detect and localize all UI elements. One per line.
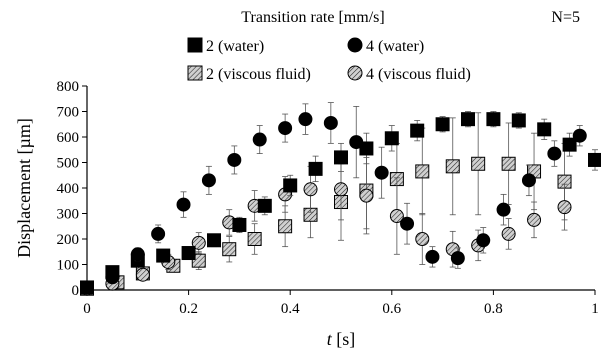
data-point [572,128,587,143]
data-point [527,212,542,227]
x-ticks: 0 0.2 0.4 0.6 0.8 1 [83,290,599,317]
data-point [476,233,491,248]
legend-item: 4 (water) [347,37,424,55]
legend-item: 2 (viscous fluid) [187,65,311,83]
data-point [349,135,364,150]
data-point [222,242,237,257]
data-point [80,280,94,295]
data-point [521,173,536,188]
legend-label: 2 (water) [206,38,264,55]
y-ticks: 0 100 200 300 400 500 600 700 800 [57,79,87,299]
data-point [415,232,430,246]
y-tick-label: 100 [57,258,80,274]
data-point [283,178,298,193]
data-point [461,112,475,127]
y-tick-label: 0 [72,283,80,299]
data-point [486,112,501,127]
sample-size-annotation: N=5 [551,9,580,26]
series-2 [80,112,572,296]
data-point [303,182,318,197]
data-point [501,226,516,241]
y-tick-label: 600 [57,130,80,146]
x-tick-label: 0.4 [281,301,300,317]
x-tick-label: 0.2 [179,301,198,317]
data-point [384,131,399,146]
data-point [425,249,440,264]
y-tick-label: 400 [57,181,80,197]
data-point [588,152,601,167]
legend-label: 2 (viscous fluid) [206,66,311,83]
data-point [227,152,242,167]
legend-item: 2 (water) [187,37,264,55]
data-point [410,123,425,138]
legend-marker [187,65,203,81]
data-point [374,165,389,180]
data-point [232,217,247,232]
data-point [537,122,552,137]
data-point [207,233,221,248]
legend-title: Transition rate [mm/s] [241,9,384,26]
y-tick-label: 200 [57,232,80,248]
data-point [471,156,486,171]
plot-area [80,102,601,296]
data-point [445,159,460,174]
data-point [308,161,323,176]
data-point [557,200,572,215]
x-axis-variable: t [327,329,333,349]
data-point [389,209,404,224]
y-tick-label: 800 [57,79,80,95]
data-point [135,267,150,282]
x-tick-label: 0.6 [382,301,401,317]
data-point [359,188,374,203]
legend-marker [187,37,203,53]
data-point [415,164,430,179]
x-tick-label: 0 [83,301,91,317]
data-point [278,219,293,234]
data-point [511,113,526,128]
data-point [156,248,171,263]
x-tick-label: 0.8 [484,301,503,317]
x-axis-unit: [s] [332,329,356,349]
series-0 [80,111,601,295]
data-point [298,112,313,127]
legend-marker [347,37,363,53]
data-point [130,247,145,262]
x-tick-label: 1 [591,301,599,317]
data-point [176,197,191,212]
data-point [257,198,272,213]
data-point [501,156,516,171]
data-point [252,132,267,147]
data-point [105,270,120,285]
data-point [562,137,577,152]
data-point [278,121,293,136]
data-point [400,216,415,231]
y-tick-label: 300 [57,207,80,223]
data-point [450,251,465,266]
data-point [359,141,374,156]
legend: 2 (water) 4 (water) 2 (viscous fluid) 4 (vi… [187,37,471,83]
y-axis-label: Displacement [µm] [14,118,34,258]
data-point [247,232,262,246]
data-point [323,115,338,130]
legend-label: 4 (viscous fluid) [366,66,471,83]
data-point [151,226,166,241]
legend-label: 4 (water) [366,38,424,55]
y-tick-label: 500 [57,156,80,172]
y-tick-label: 700 [57,105,80,121]
data-point [334,150,348,165]
series-3 [80,156,572,296]
series-1 [80,102,587,295]
x-axis-label: t [s] [327,329,356,349]
data-point [435,117,450,132]
data-point [334,182,348,197]
data-point [181,246,196,261]
legend-marker [347,65,363,81]
data-point [547,146,562,161]
legend-item: 4 (viscous fluid) [347,65,471,83]
data-point [201,173,216,188]
data-point [496,202,511,217]
